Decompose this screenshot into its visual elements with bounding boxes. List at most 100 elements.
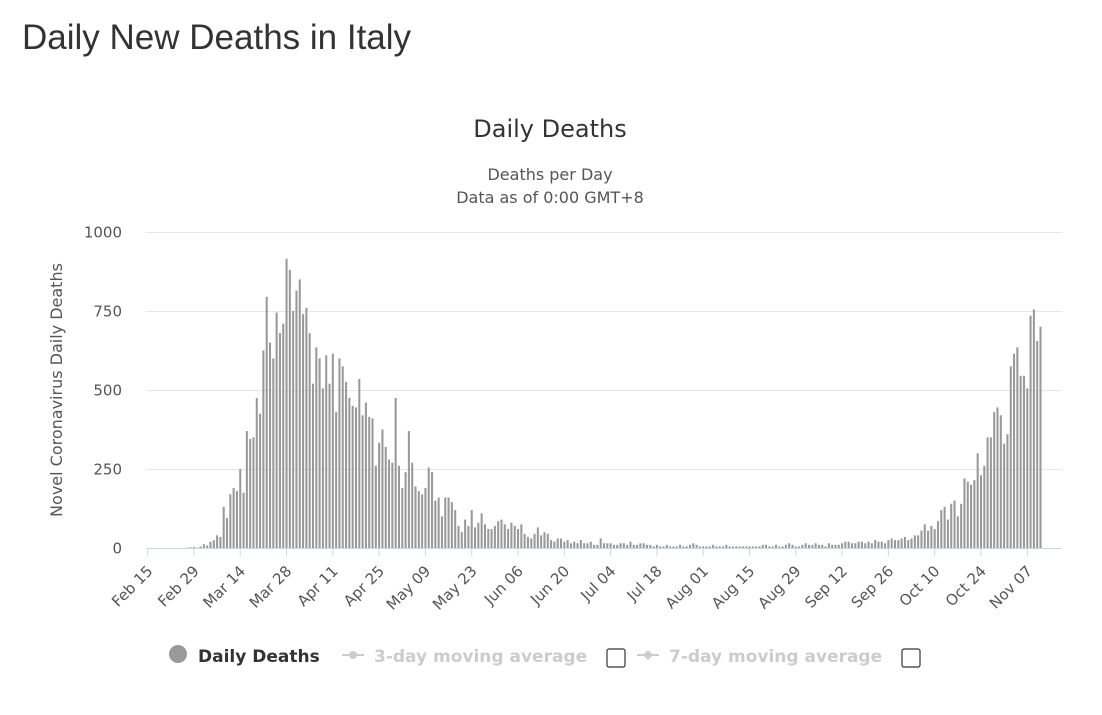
bar-daily-deaths[interactable]: [814, 543, 817, 548]
bar-daily-deaths[interactable]: [268, 342, 272, 548]
bar-daily-deaths[interactable]: [993, 412, 996, 548]
bar-daily-deaths[interactable]: [642, 543, 645, 548]
bar-daily-deaths[interactable]: [725, 544, 728, 548]
bar-daily-deaths[interactable]: [302, 314, 305, 548]
bar-daily-deaths[interactable]: [586, 543, 589, 548]
bar-daily-deaths[interactable]: [936, 521, 940, 548]
bar-daily-deaths[interactable]: [219, 536, 222, 548]
bar-daily-deaths[interactable]: [695, 544, 698, 548]
bar-daily-deaths[interactable]: [923, 524, 926, 548]
bar-daily-deaths[interactable]: [622, 543, 625, 548]
bar-daily-deaths[interactable]: [943, 506, 946, 548]
bar-daily-deaths[interactable]: [765, 544, 768, 548]
bar-daily-deaths[interactable]: [546, 533, 549, 548]
bar-daily-deaths[interactable]: [884, 543, 887, 548]
bar-daily-deaths[interactable]: [526, 536, 529, 548]
bar-daily-deaths[interactable]: [956, 516, 959, 548]
bar-daily-deaths[interactable]: [920, 530, 923, 548]
legend-item-2[interactable]: 3-day moving average: [342, 647, 587, 667]
bar-daily-deaths[interactable]: [282, 323, 285, 548]
bar-daily-deaths[interactable]: [632, 544, 635, 548]
bar-daily-deaths[interactable]: [338, 358, 341, 548]
bar-daily-deaths[interactable]: [510, 522, 513, 548]
bar-daily-deaths[interactable]: [328, 383, 331, 548]
bar-daily-deaths[interactable]: [192, 547, 195, 548]
bar-daily-deaths[interactable]: [523, 533, 526, 548]
bar-daily-deaths[interactable]: [298, 279, 301, 548]
bar-daily-deaths[interactable]: [341, 366, 344, 548]
bar-daily-deaths[interactable]: [784, 544, 787, 548]
bar-daily-deaths[interactable]: [245, 431, 248, 548]
bar-daily-deaths[interactable]: [850, 543, 854, 548]
bar-daily-deaths[interactable]: [910, 538, 913, 548]
bar-daily-deaths[interactable]: [890, 538, 893, 548]
bar-daily-deaths[interactable]: [209, 541, 212, 548]
bar-daily-deaths[interactable]: [1016, 347, 1019, 548]
bar-daily-deaths[interactable]: [447, 497, 450, 548]
bar-daily-deaths[interactable]: [1036, 341, 1039, 548]
bar-daily-deaths[interactable]: [599, 538, 602, 548]
bar-daily-deaths[interactable]: [731, 546, 734, 548]
bar-daily-deaths[interactable]: [999, 415, 1002, 548]
bar-daily-deaths[interactable]: [431, 472, 434, 548]
bar-daily-deaths[interactable]: [867, 541, 870, 548]
legend-item-1[interactable]: Daily Deaths: [169, 645, 320, 667]
bar-daily-deaths[interactable]: [788, 543, 791, 548]
bar-daily-deaths[interactable]: [880, 541, 883, 548]
bar-daily-deaths[interactable]: [798, 546, 801, 548]
bar-daily-deaths[interactable]: [520, 524, 523, 548]
bar-daily-deaths[interactable]: [758, 546, 761, 548]
bar-daily-deaths[interactable]: [394, 397, 397, 548]
bar-daily-deaths[interactable]: [616, 544, 619, 548]
bar-daily-deaths[interactable]: [480, 513, 483, 548]
bar-daily-deaths[interactable]: [877, 541, 880, 548]
bar-daily-deaths[interactable]: [768, 546, 771, 548]
bar-daily-deaths[interactable]: [589, 541, 592, 548]
bar-daily-deaths[interactable]: [639, 543, 642, 548]
bar-daily-deaths[interactable]: [811, 544, 814, 548]
bar-daily-deaths[interactable]: [682, 546, 685, 548]
bar-daily-deaths[interactable]: [202, 544, 205, 548]
bar-daily-deaths[interactable]: [559, 538, 563, 548]
bar-daily-deaths[interactable]: [354, 407, 358, 548]
bar-daily-deaths[interactable]: [745, 546, 748, 548]
bar-daily-deaths[interactable]: [844, 541, 847, 548]
bar-daily-deaths[interactable]: [308, 333, 311, 548]
bar-daily-deaths[interactable]: [652, 546, 655, 548]
bar-daily-deaths[interactable]: [655, 544, 658, 548]
bar-daily-deaths[interactable]: [857, 541, 860, 548]
bar-daily-deaths[interactable]: [715, 546, 718, 548]
bar-daily-deaths[interactable]: [831, 544, 834, 548]
bar-daily-deaths[interactable]: [556, 538, 559, 548]
bar-daily-deaths[interactable]: [378, 442, 381, 548]
bar-daily-deaths[interactable]: [368, 416, 371, 548]
bar-daily-deaths[interactable]: [295, 290, 298, 548]
bar-daily-deaths[interactable]: [371, 418, 374, 548]
bar-daily-deaths[interactable]: [530, 538, 533, 548]
bar-daily-deaths[interactable]: [540, 535, 543, 548]
bar-daily-deaths[interactable]: [659, 546, 662, 548]
bar-daily-deaths[interactable]: [1039, 326, 1042, 548]
bar-daily-deaths[interactable]: [774, 544, 777, 548]
bar-daily-deaths[interactable]: [930, 525, 933, 548]
bar-daily-deaths[interactable]: [841, 543, 844, 548]
bar-daily-deaths[interactable]: [1022, 375, 1025, 548]
bar-daily-deaths[interactable]: [649, 544, 652, 548]
bar-daily-deaths[interactable]: [318, 358, 321, 548]
bar-daily-deaths[interactable]: [712, 544, 715, 548]
bar-daily-deaths[interactable]: [275, 312, 278, 548]
bar-daily-deaths[interactable]: [417, 491, 420, 548]
bar-daily-deaths[interactable]: [487, 529, 490, 548]
bar-daily-deaths[interactable]: [421, 494, 424, 548]
bar-daily-deaths[interactable]: [986, 437, 989, 548]
bar-daily-deaths[interactable]: [206, 545, 209, 548]
bar-daily-deaths[interactable]: [1032, 309, 1035, 548]
bar-daily-deaths[interactable]: [900, 538, 903, 548]
bar-daily-deaths[interactable]: [305, 307, 308, 548]
bar-daily-deaths[interactable]: [808, 544, 811, 548]
bar-daily-deaths[interactable]: [232, 487, 235, 548]
bar-daily-deaths[interactable]: [983, 465, 986, 548]
bar-daily-deaths[interactable]: [953, 500, 956, 548]
bar-daily-deaths[interactable]: [440, 516, 443, 548]
bar-daily-deaths[interactable]: [292, 311, 295, 548]
